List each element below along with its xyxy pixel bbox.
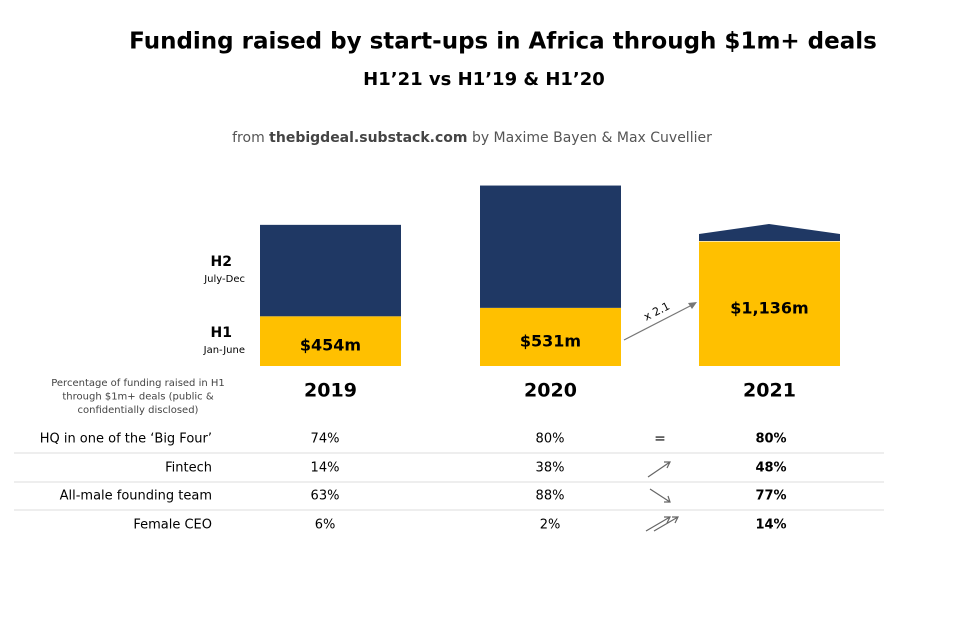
arrow-up xyxy=(647,461,671,478)
category-label: 2019 xyxy=(304,380,357,402)
arrow-up xyxy=(645,516,671,532)
table-value: 2% xyxy=(540,518,561,533)
bar-segment xyxy=(480,185,621,308)
category-label: 2020 xyxy=(524,380,577,402)
table-value: 14% xyxy=(311,461,340,476)
source-prefix: from xyxy=(232,130,265,146)
growth-arrow xyxy=(623,304,693,341)
trend-arrows xyxy=(645,461,679,532)
arrow-down xyxy=(649,488,671,503)
arrow-up xyxy=(653,516,679,532)
row-label: HQ in one of the ‘Big Four’ xyxy=(40,432,212,447)
table-value: 80% xyxy=(755,432,786,447)
chart-title: Funding raised by start-ups in Africa th… xyxy=(129,29,877,55)
bar-segment xyxy=(260,224,401,317)
row-label: Fintech xyxy=(165,461,212,476)
table-value: 63% xyxy=(311,489,340,504)
table-value: 74% xyxy=(311,432,340,447)
row-label: Female CEO xyxy=(133,518,212,533)
table-value: 38% xyxy=(536,461,565,476)
table-value: 77% xyxy=(755,489,786,504)
table-value: 88% xyxy=(536,489,565,504)
legend-label: H2 xyxy=(211,254,232,270)
row-label: All-male founding team xyxy=(60,489,212,504)
legend-sublabel: Jan-June xyxy=(203,345,245,356)
table-caption: Percentage of funding raised in H1 xyxy=(51,378,225,389)
table-caption: confidentially disclosed) xyxy=(78,405,199,416)
value-label: $531m xyxy=(520,331,581,350)
bar-segment xyxy=(480,307,621,366)
source-suffix: by Maxime Bayen & Max Cuvellier xyxy=(472,130,712,146)
legend-sublabel: July-Dec xyxy=(203,274,245,285)
source: from thebigdeal.substack.com by Maxime B… xyxy=(232,130,712,146)
bar-segment xyxy=(260,316,401,366)
value-label: $454m xyxy=(300,336,361,355)
category-label: 2021 xyxy=(743,380,796,402)
table-value: 14% xyxy=(755,518,786,533)
growth-arrowhead xyxy=(688,302,697,309)
table-value: 6% xyxy=(315,518,336,533)
legend-label: H1 xyxy=(211,325,232,341)
table-value: 80% xyxy=(536,432,565,447)
h2-pending-cap xyxy=(699,224,840,241)
chart-subtitle: H1’21 vs H1’19 & H1’20 xyxy=(363,69,605,90)
trend-symbol: = xyxy=(654,431,666,447)
value-label: $1,136m xyxy=(730,298,808,317)
table-caption: through $1m+ deals (public & xyxy=(62,392,213,403)
growth-label: x 2.1 xyxy=(642,300,672,324)
source-site: thebigdeal.substack.com xyxy=(269,130,467,146)
table-value: 48% xyxy=(755,461,786,476)
bar-segment xyxy=(699,241,840,366)
